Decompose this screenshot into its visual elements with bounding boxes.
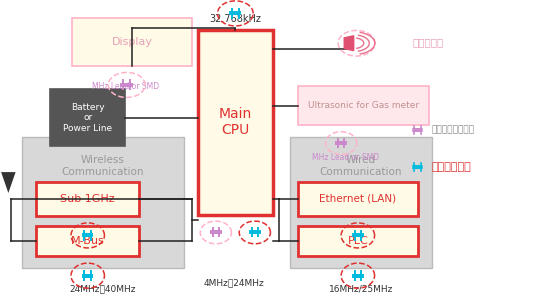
Bar — [212, 232, 219, 233]
Text: MHz Lead or SMD: MHz Lead or SMD — [92, 82, 159, 91]
Text: Wireless
Communication: Wireless Communication — [62, 155, 144, 176]
Bar — [338, 142, 345, 144]
Text: MHz Lead or SMD: MHz Lead or SMD — [312, 153, 379, 162]
Text: Wired
Communication: Wired Communication — [319, 155, 402, 176]
Bar — [298, 86, 429, 125]
Polygon shape — [1, 172, 16, 193]
Text: Ethernet (LAN): Ethernet (LAN) — [319, 194, 397, 204]
Text: 24MHz～40MHz: 24MHz～40MHz — [70, 285, 136, 294]
Bar — [298, 226, 418, 256]
Bar — [354, 235, 361, 236]
Bar — [298, 182, 418, 216]
Text: M-Bus: M-Bus — [71, 236, 105, 246]
Text: ：选择陶瓷谐振器: ：选择陶瓷谐振器 — [432, 125, 475, 134]
Text: Main
CPU: Main CPU — [219, 107, 252, 137]
Text: 压电扯音器: 压电扯音器 — [412, 37, 443, 47]
Bar — [414, 129, 422, 131]
Text: Battery
or
Power Line: Battery or Power Line — [63, 103, 113, 133]
Bar — [251, 232, 258, 233]
Bar — [84, 235, 91, 236]
Text: Display: Display — [112, 37, 153, 47]
Text: 4MHz～24MHz: 4MHz～24MHz — [203, 279, 265, 288]
Text: PLC: PLC — [348, 236, 368, 246]
Bar — [354, 275, 361, 277]
Bar — [414, 166, 422, 168]
Bar — [22, 137, 184, 268]
Bar — [50, 89, 125, 146]
Bar — [232, 12, 240, 15]
Bar — [36, 226, 139, 256]
Text: 32.768kHz: 32.768kHz — [209, 14, 261, 24]
Bar — [123, 84, 131, 86]
Bar — [36, 182, 139, 216]
Bar — [198, 30, 273, 215]
Text: 16MHz/25MHz: 16MHz/25MHz — [329, 285, 393, 294]
Text: Ultrasonic for Gas meter: Ultrasonic for Gas meter — [308, 101, 419, 110]
Bar — [84, 275, 91, 277]
Polygon shape — [344, 36, 354, 51]
Text: Sub 1GHz: Sub 1GHz — [60, 194, 115, 204]
Bar — [72, 18, 192, 66]
Text: ：晶体谐振器: ：晶体谐振器 — [432, 162, 471, 172]
Bar — [290, 137, 432, 268]
